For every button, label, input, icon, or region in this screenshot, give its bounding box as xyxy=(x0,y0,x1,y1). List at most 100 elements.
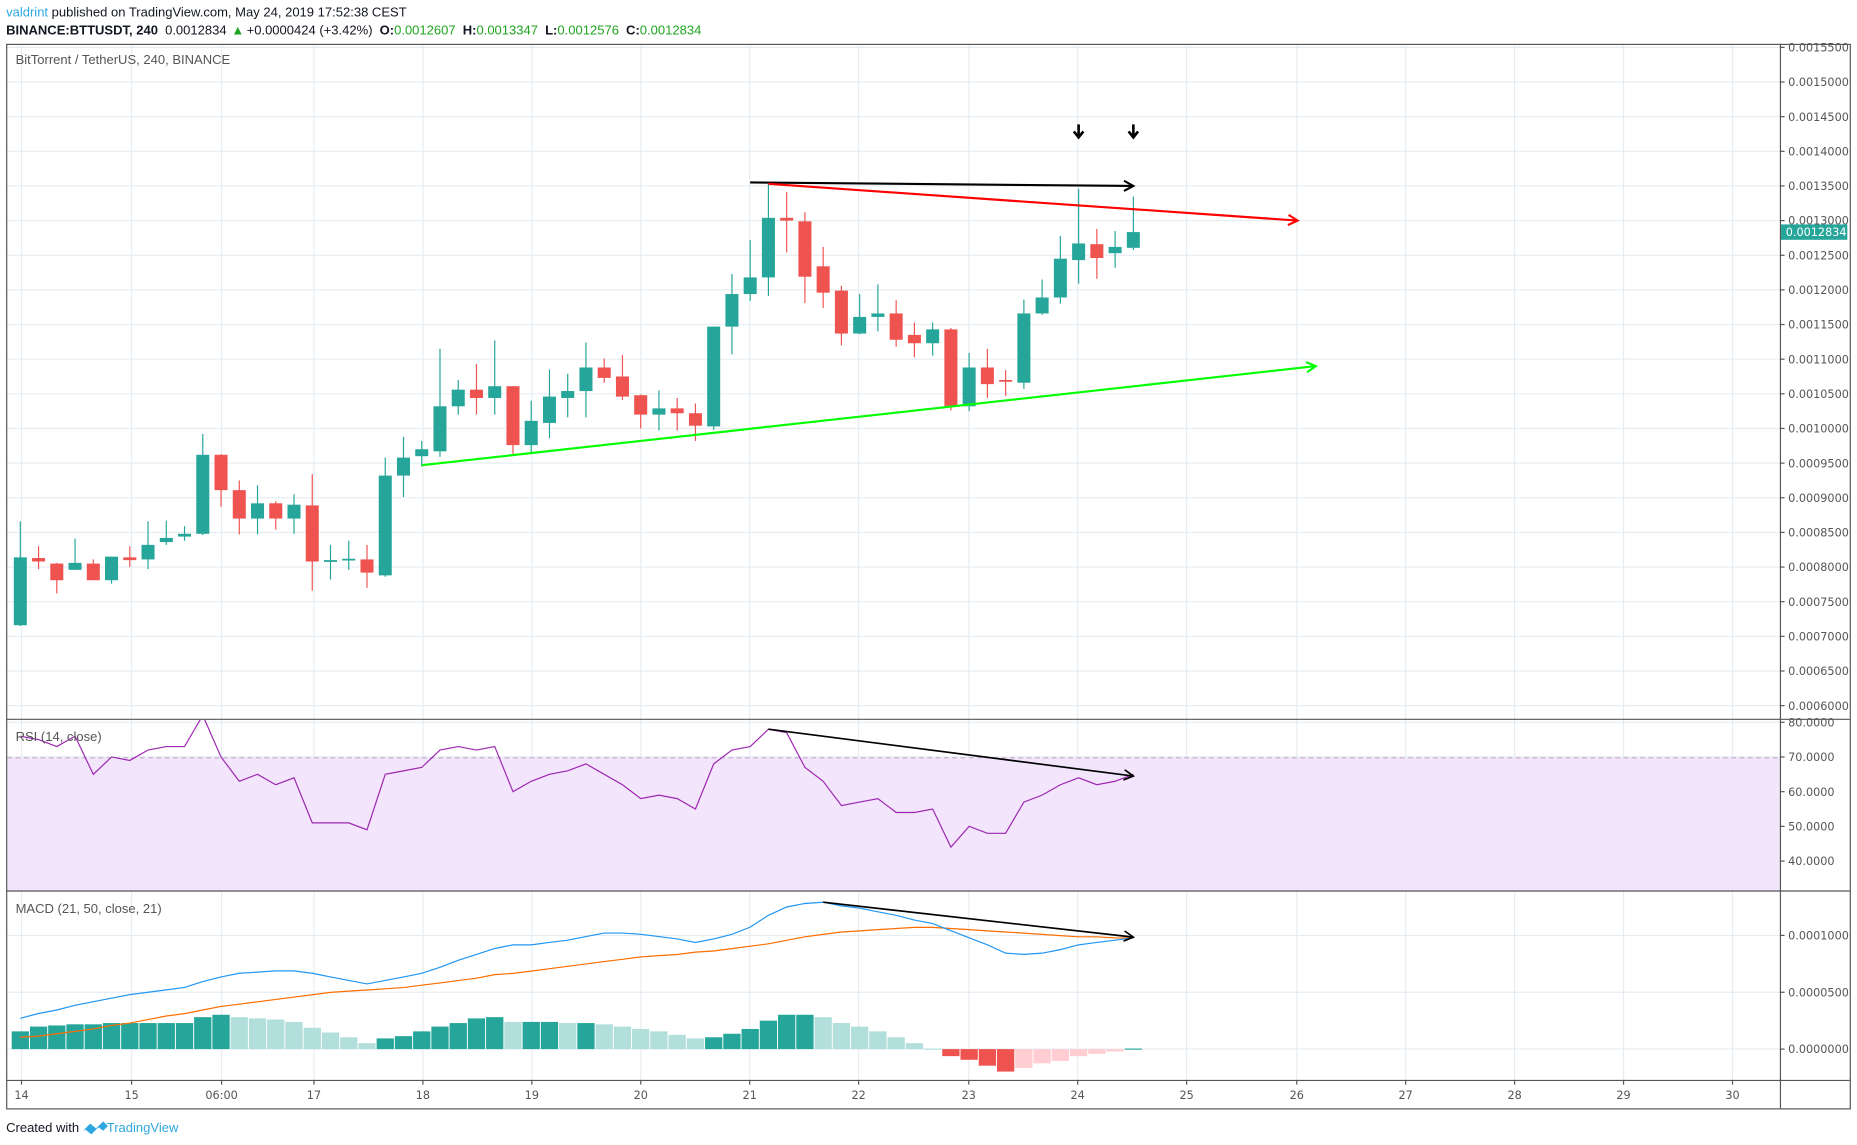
macd-signal-line[interactable] xyxy=(20,926,1134,1038)
candle-down[interactable] xyxy=(86,559,100,581)
green-support-arrow[interactable] xyxy=(421,361,1319,467)
candle-down[interactable] xyxy=(469,364,483,415)
candle-up[interactable] xyxy=(451,379,465,415)
candle-body xyxy=(816,266,830,293)
candle-down[interactable] xyxy=(32,546,46,570)
down-arrow-icon[interactable] xyxy=(1072,124,1085,140)
candle-down[interactable] xyxy=(999,370,1013,396)
candle-down[interactable] xyxy=(798,212,812,304)
candle-down[interactable] xyxy=(907,322,921,358)
candle-down[interactable] xyxy=(889,300,903,347)
candle-body xyxy=(615,376,629,397)
candle-up[interactable] xyxy=(68,538,82,570)
candle-up[interactable] xyxy=(415,440,429,467)
candle-body xyxy=(834,290,848,334)
candle-up[interactable] xyxy=(652,390,666,431)
down-arrow-icon[interactable] xyxy=(1127,124,1140,140)
last-price: 0.0012834 xyxy=(165,22,227,37)
candle-up[interactable] xyxy=(853,294,867,335)
macd-divergence-arrow[interactable] xyxy=(823,901,1136,942)
candle-up[interactable] xyxy=(707,326,721,430)
candle-down[interactable] xyxy=(634,394,648,429)
candle-down[interactable] xyxy=(615,355,629,401)
macd-histogram-bar xyxy=(413,1031,431,1050)
candle-up[interactable] xyxy=(524,400,538,453)
time-axis-label: 27 xyxy=(1399,1089,1413,1102)
candle-up[interactable] xyxy=(725,273,739,355)
candle-up[interactable] xyxy=(761,183,775,297)
candle-up[interactable] xyxy=(178,526,192,541)
candle-body xyxy=(962,367,976,407)
candle-up[interactable] xyxy=(287,494,301,534)
candle-down[interactable] xyxy=(123,546,137,568)
macd-histogram-bar xyxy=(960,1049,978,1060)
rsi-line[interactable] xyxy=(20,715,1134,849)
candle-up[interactable] xyxy=(743,239,757,301)
rsi-pane[interactable] xyxy=(20,715,1136,849)
time-axis-label: 26 xyxy=(1290,1089,1304,1102)
candle-down[interactable] xyxy=(232,480,246,535)
candle-body xyxy=(1072,243,1086,261)
time-axis-label: 29 xyxy=(1616,1089,1630,1102)
candle-up[interactable] xyxy=(1017,299,1031,389)
candle-up[interactable] xyxy=(323,544,338,580)
rsi-axis-label: 70.0000 xyxy=(1788,751,1834,764)
candle-up[interactable] xyxy=(396,436,411,498)
arrowhead-icon xyxy=(1123,930,1136,942)
macd-line[interactable] xyxy=(20,901,1134,1019)
macd-histogram-bar xyxy=(84,1024,102,1050)
candle-up[interactable] xyxy=(342,540,356,570)
tradingview-logo[interactable]: TradingView xyxy=(83,1120,179,1135)
macd-pane[interactable] xyxy=(11,901,1143,1072)
candle-body xyxy=(1053,258,1067,298)
candle-up[interactable] xyxy=(542,369,556,439)
candle-down[interactable] xyxy=(834,285,848,346)
candle-down[interactable] xyxy=(305,474,319,591)
candle-up[interactable] xyxy=(488,340,502,415)
author-link[interactable]: valdrint xyxy=(6,5,48,20)
candle-up[interactable] xyxy=(871,284,885,332)
candle-up[interactable] xyxy=(13,521,27,626)
candle-up[interactable] xyxy=(433,348,447,457)
candle-down[interactable] xyxy=(944,327,958,411)
candle-up[interactable] xyxy=(1126,196,1140,250)
rsi-divergence-arrow[interactable] xyxy=(768,728,1136,781)
candle-up[interactable] xyxy=(561,373,575,418)
candle-up[interactable] xyxy=(141,521,155,570)
candle-up[interactable] xyxy=(1053,235,1067,304)
grid xyxy=(7,44,1780,1080)
candle-up[interactable] xyxy=(378,457,392,577)
red-resistance-arrow[interactable] xyxy=(768,182,1300,227)
candle-up[interactable] xyxy=(579,342,593,418)
candle-up[interactable] xyxy=(196,434,210,536)
black-trend-arrow[interactable] xyxy=(750,179,1136,192)
candle-down[interactable] xyxy=(816,246,830,308)
price-axis-label: 0.0007000 xyxy=(1788,630,1849,643)
candle-up[interactable] xyxy=(251,485,265,535)
candle-down[interactable] xyxy=(269,501,283,530)
candle-up[interactable] xyxy=(1072,188,1086,284)
candle-up[interactable] xyxy=(159,520,173,545)
candle-up[interactable] xyxy=(1035,279,1049,315)
candle-down[interactable] xyxy=(360,544,374,588)
candle-down[interactable] xyxy=(670,397,684,431)
candle-up[interactable] xyxy=(926,322,940,356)
down-arrow-head xyxy=(1127,130,1140,140)
candle-body xyxy=(1108,246,1122,254)
macd-histogram-bar xyxy=(577,1023,595,1050)
candle-down[interactable] xyxy=(780,192,794,253)
candle-up[interactable] xyxy=(1108,230,1122,268)
candle-down[interactable] xyxy=(597,358,611,383)
candle-down[interactable] xyxy=(980,348,994,398)
price-pane[interactable] xyxy=(13,124,1319,626)
candle-up[interactable] xyxy=(105,556,119,584)
arrowhead-icon xyxy=(1123,769,1136,781)
candle-body xyxy=(761,217,775,278)
candle-down[interactable] xyxy=(50,562,64,594)
candle-down[interactable] xyxy=(214,454,228,507)
candle-up[interactable] xyxy=(962,352,976,412)
candle-down[interactable] xyxy=(1090,228,1104,279)
candle-body xyxy=(415,449,429,457)
macd-histogram-bar xyxy=(1069,1049,1088,1057)
candle-down[interactable] xyxy=(506,386,520,455)
